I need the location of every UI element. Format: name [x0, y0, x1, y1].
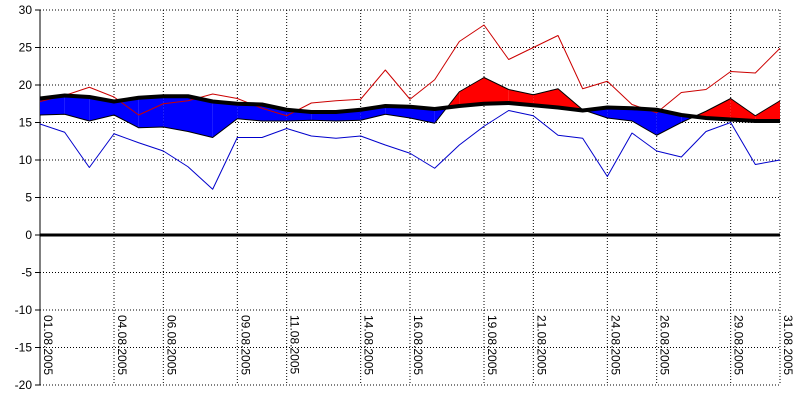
y-tick-label: -20: [15, 378, 33, 392]
area-above-normal: [755, 100, 780, 121]
area-below-normal: [138, 96, 164, 128]
series-line-mean: [39, 77, 781, 138]
area-below-normal: [163, 96, 188, 132]
series-line-min: [39, 110, 781, 190]
x-tick-label: 26.08.2005: [658, 315, 672, 375]
x-tick-label: 21.08.2005: [534, 315, 548, 375]
x-tick-label: 24.08.2005: [608, 315, 622, 375]
area-above-normal: [508, 89, 534, 106]
y-tick-label: 10: [19, 153, 33, 167]
area-below-normal: [114, 97, 139, 128]
y-tick-label: 20: [19, 78, 33, 92]
y-tick-label: 30: [19, 3, 33, 17]
area-above-normal: [459, 77, 484, 106]
y-tick-label: -10: [15, 303, 33, 317]
area-above-normal: [730, 98, 756, 121]
area-above-normal: [484, 77, 509, 104]
x-axis-ticks: 01.08.2005 04.08.2005 06.08.2005 09.08.2005…: [41, 315, 795, 375]
area-below-normal: [632, 108, 657, 136]
area-below-normal: [656, 109, 682, 136]
x-tick-label: 06.08.2005: [164, 315, 178, 375]
x-tick-label: 11.08.2005: [288, 315, 302, 374]
area-below-normal: [212, 101, 238, 138]
area-above-normal: [706, 98, 731, 120]
series-line-max: [39, 24, 781, 117]
area-below-normal: [89, 97, 114, 121]
area-below-normal: [64, 95, 90, 121]
area-below-normal: [311, 112, 336, 121]
x-tick-label: 09.08.2005: [238, 315, 252, 375]
y-tick-label: 25: [19, 41, 33, 55]
y-tick-label: -5: [21, 266, 32, 280]
area-below-normal: [237, 103, 262, 121]
series-line-normal: [39, 93, 780, 123]
x-tick-label: 29.08.2005: [732, 315, 746, 375]
x-tick-label: 04.08.2005: [115, 315, 129, 375]
y-axis-ticks: 30 25 20 15 10 5 0 -5 -10 -15 -20: [15, 3, 40, 392]
area-below-normal: [607, 107, 632, 121]
x-tick-label: 14.08.2005: [362, 315, 376, 375]
x-tick-label: 31.08.2005: [781, 315, 795, 375]
y-tick-label: 0: [25, 228, 32, 242]
x-tick-label: 16.08.2005: [411, 315, 425, 375]
x-tick-label: 01.08.2005: [41, 315, 55, 375]
y-tick-label: 15: [19, 116, 33, 130]
y-tick-label: -15: [15, 341, 33, 355]
area-below-normal: [188, 96, 213, 138]
y-tick-label: 5: [25, 191, 32, 205]
series-lines: [39, 24, 781, 237]
x-tick-label: 19.08.2005: [485, 315, 499, 375]
